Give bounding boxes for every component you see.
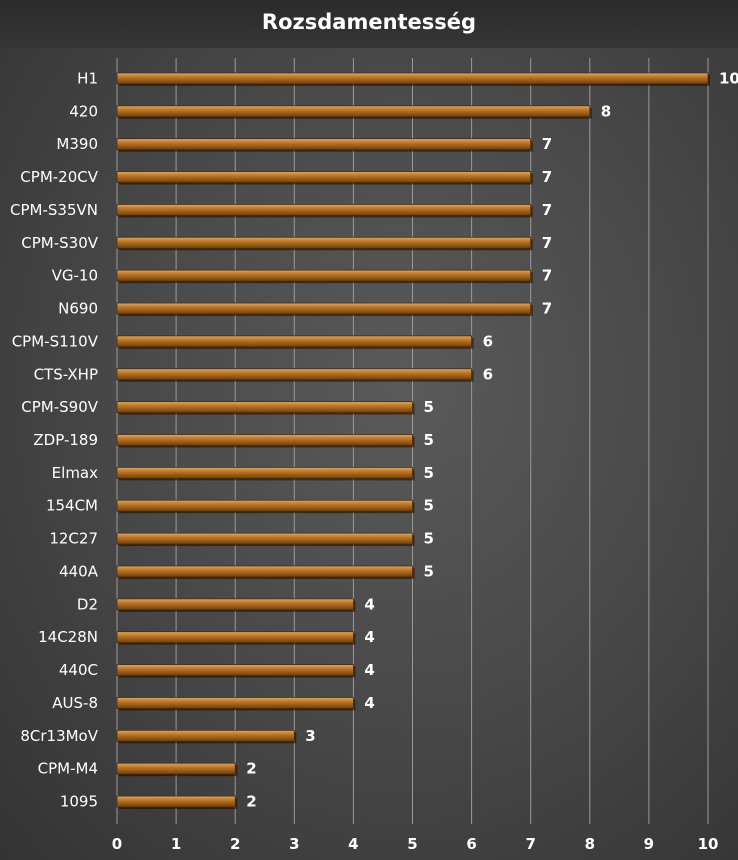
category-label: 420 — [69, 102, 98, 120]
bar-12C27 — [116, 532, 413, 545]
x-tick-label: 6 — [466, 835, 476, 853]
value-label: 5 — [424, 398, 434, 416]
x-tick-label: 1 — [171, 835, 181, 853]
category-label: 1095 — [60, 793, 98, 811]
value-label: 10 — [719, 69, 738, 87]
bar-D2 — [116, 598, 354, 611]
x-tick-label: 0 — [112, 835, 122, 853]
bar-CPM-M4 — [116, 762, 236, 775]
value-label: 4 — [364, 628, 374, 646]
bar-440A — [116, 565, 413, 578]
bar-AUS-8 — [116, 697, 354, 709]
tick-layer: 0 1 2 3 4 5 6 7 8 9 10 — [112, 835, 719, 853]
category-label: AUS-8 — [52, 694, 98, 712]
bar-14C28N — [116, 631, 354, 644]
value-label: 4 — [364, 661, 374, 679]
value-label: 7 — [542, 300, 552, 318]
category-label: 8Cr13MoV — [20, 727, 98, 745]
label-layer: H1 10 420 8 M390 7 CPM-20CV 7 CPM-S35VN 7 CPM-S30V… — [10, 69, 738, 810]
bar-CPM-S30V — [116, 236, 532, 249]
value-label: 8 — [601, 102, 611, 120]
bar-VG-10 — [116, 269, 532, 282]
bar-440C — [116, 664, 354, 676]
category-label: ZDP-189 — [33, 431, 98, 449]
value-label: 5 — [424, 562, 434, 580]
category-label: CTS-XHP — [34, 365, 98, 383]
x-tick-label: 8 — [585, 835, 595, 853]
value-label: 5 — [424, 464, 434, 482]
value-label: 7 — [542, 135, 552, 153]
title-band — [0, 0, 738, 48]
category-label: CPM-20CV — [20, 168, 98, 186]
bar-420 — [116, 105, 591, 118]
bar-CPM-S110V — [116, 335, 473, 348]
bar-CPM-S35VN — [116, 204, 532, 216]
bar-N690 — [116, 302, 532, 315]
bar-8Cr13MoV — [116, 729, 295, 742]
category-label: H1 — [77, 69, 98, 87]
value-label: 5 — [424, 497, 434, 515]
x-tick-label: 5 — [407, 835, 417, 853]
category-label: 440A — [59, 562, 99, 580]
x-tick-label: 4 — [348, 835, 358, 853]
value-label: 5 — [424, 530, 434, 548]
value-label: 5 — [424, 431, 434, 449]
value-label: 2 — [246, 760, 256, 778]
category-label: CPM-S30V — [21, 234, 98, 252]
category-label: D2 — [77, 595, 98, 613]
chart-title: Rozsdamentesség — [261, 10, 477, 34]
category-label: CPM-M4 — [38, 760, 98, 778]
value-label: 7 — [542, 234, 552, 252]
bar-1095 — [116, 795, 236, 808]
category-label: CPM-S90V — [21, 398, 98, 416]
bar-M390 — [116, 138, 532, 151]
bar-layer — [116, 72, 710, 810]
value-label: 3 — [305, 727, 315, 745]
value-label: 7 — [542, 168, 552, 186]
x-tick-label: 9 — [644, 835, 654, 853]
value-label: 7 — [542, 201, 552, 219]
category-label: CPM-S35VN — [10, 201, 98, 219]
x-tick-label: 2 — [230, 835, 240, 853]
category-label: VG-10 — [52, 267, 98, 285]
category-label: M390 — [56, 135, 98, 153]
category-label: 154CM — [46, 497, 98, 515]
bar-154CM — [116, 499, 413, 512]
bar-Elmax — [116, 466, 413, 479]
bar-CTS-XHP — [116, 368, 473, 381]
category-label: CPM-S110V — [12, 332, 99, 350]
category-label: N690 — [58, 300, 98, 318]
x-tick-label: 7 — [525, 835, 535, 853]
value-label: 7 — [542, 267, 552, 285]
bar-CPM-20CV — [116, 171, 532, 183]
x-tick-label: 10 — [698, 835, 719, 853]
value-label: 6 — [483, 365, 493, 383]
x-tick-label: 3 — [289, 835, 299, 853]
value-label: 6 — [483, 332, 493, 350]
category-label: 12C27 — [49, 530, 98, 548]
value-label: 2 — [246, 793, 256, 811]
category-label: Elmax — [52, 464, 98, 482]
category-label: 14C28N — [38, 628, 98, 646]
bar-ZDP-189 — [116, 434, 413, 446]
value-label: 4 — [364, 694, 374, 712]
bar-CPM-S90V — [116, 401, 413, 414]
category-label: 440C — [59, 661, 98, 679]
bar-H1 — [116, 72, 709, 85]
grid-layer — [116, 58, 709, 824]
value-label: 4 — [364, 595, 374, 613]
